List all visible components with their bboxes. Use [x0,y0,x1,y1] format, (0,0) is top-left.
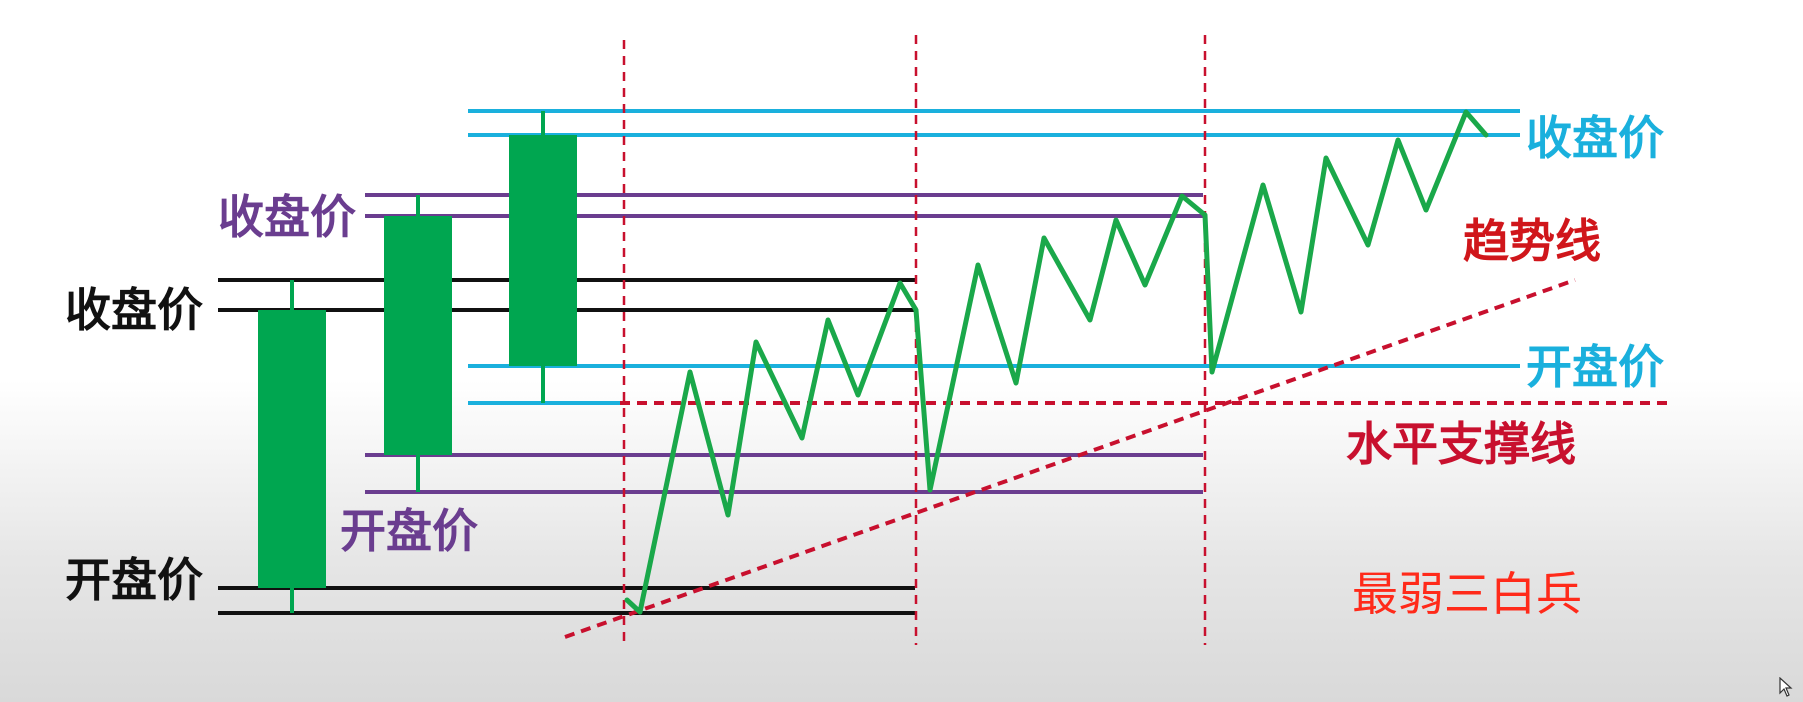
candle-3 [509,111,577,403]
period-separators [622,35,1207,648]
candle-1-body [258,310,326,588]
support-line-label: 水平支撑线 [1346,417,1576,471]
c2-open-label: 开盘价 [340,504,478,558]
candle3-level-lines [468,109,1520,405]
candle2-level-lines [365,193,1203,494]
c2-close-label: 收盘价 [218,190,356,244]
trend-line [564,278,1576,639]
mouse-pointer-icon [1779,677,1793,697]
c3-open-label: 开盘价 [1526,340,1664,394]
candle-1 [258,280,326,613]
candle-3-body [509,135,577,366]
pattern-name-label: 最弱三白兵 [1352,567,1582,621]
candle-2-body [384,216,452,455]
trend-line-label: 趋势线 [1463,214,1601,268]
c1-close-label: 收盘价 [65,283,203,337]
price-wave-line [624,109,1489,615]
candle-2 [384,195,452,492]
c3-close-label: 收盘价 [1526,111,1664,165]
c1-open-label: 开盘价 [65,553,203,607]
